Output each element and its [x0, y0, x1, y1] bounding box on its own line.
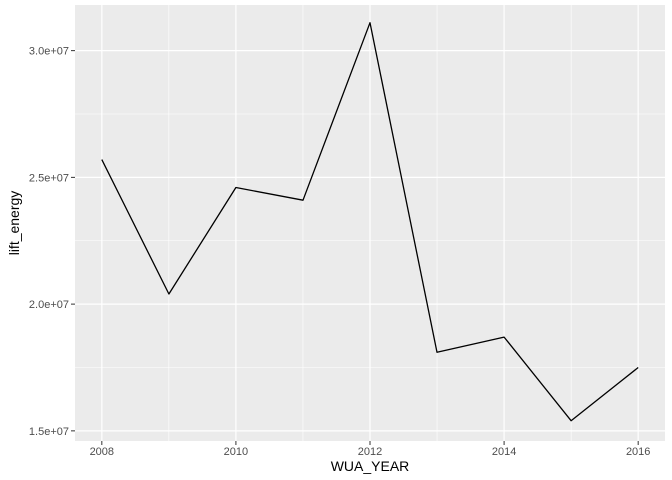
x-tick-label: 2014 — [492, 446, 516, 458]
major-gridlines — [75, 5, 665, 441]
y-axis-title: lift_energy — [6, 191, 22, 256]
x-axis-title: WUA_YEAR — [331, 458, 410, 474]
y-tick-label: 1.5e+07 — [29, 426, 69, 438]
x-tick-label: 2012 — [358, 446, 382, 458]
series-line — [101, 22, 639, 422]
y-tick-label: 2.5e+07 — [29, 172, 69, 184]
y-tick-label: 2.0e+07 — [29, 299, 69, 311]
x-tick-label: 2008 — [90, 446, 114, 458]
series-lines — [101, 22, 639, 422]
x-tick-label: 2016 — [626, 446, 650, 458]
y-axis-ticks: 1.5e+07 2.0e+07 2.5e+07 3.0e+07 — [29, 46, 75, 438]
x-tick-label: 2010 — [224, 446, 248, 458]
x-axis-ticks: 2008 2010 2012 2014 2016 — [90, 441, 650, 458]
y-tick-label: 3.0e+07 — [29, 46, 69, 58]
